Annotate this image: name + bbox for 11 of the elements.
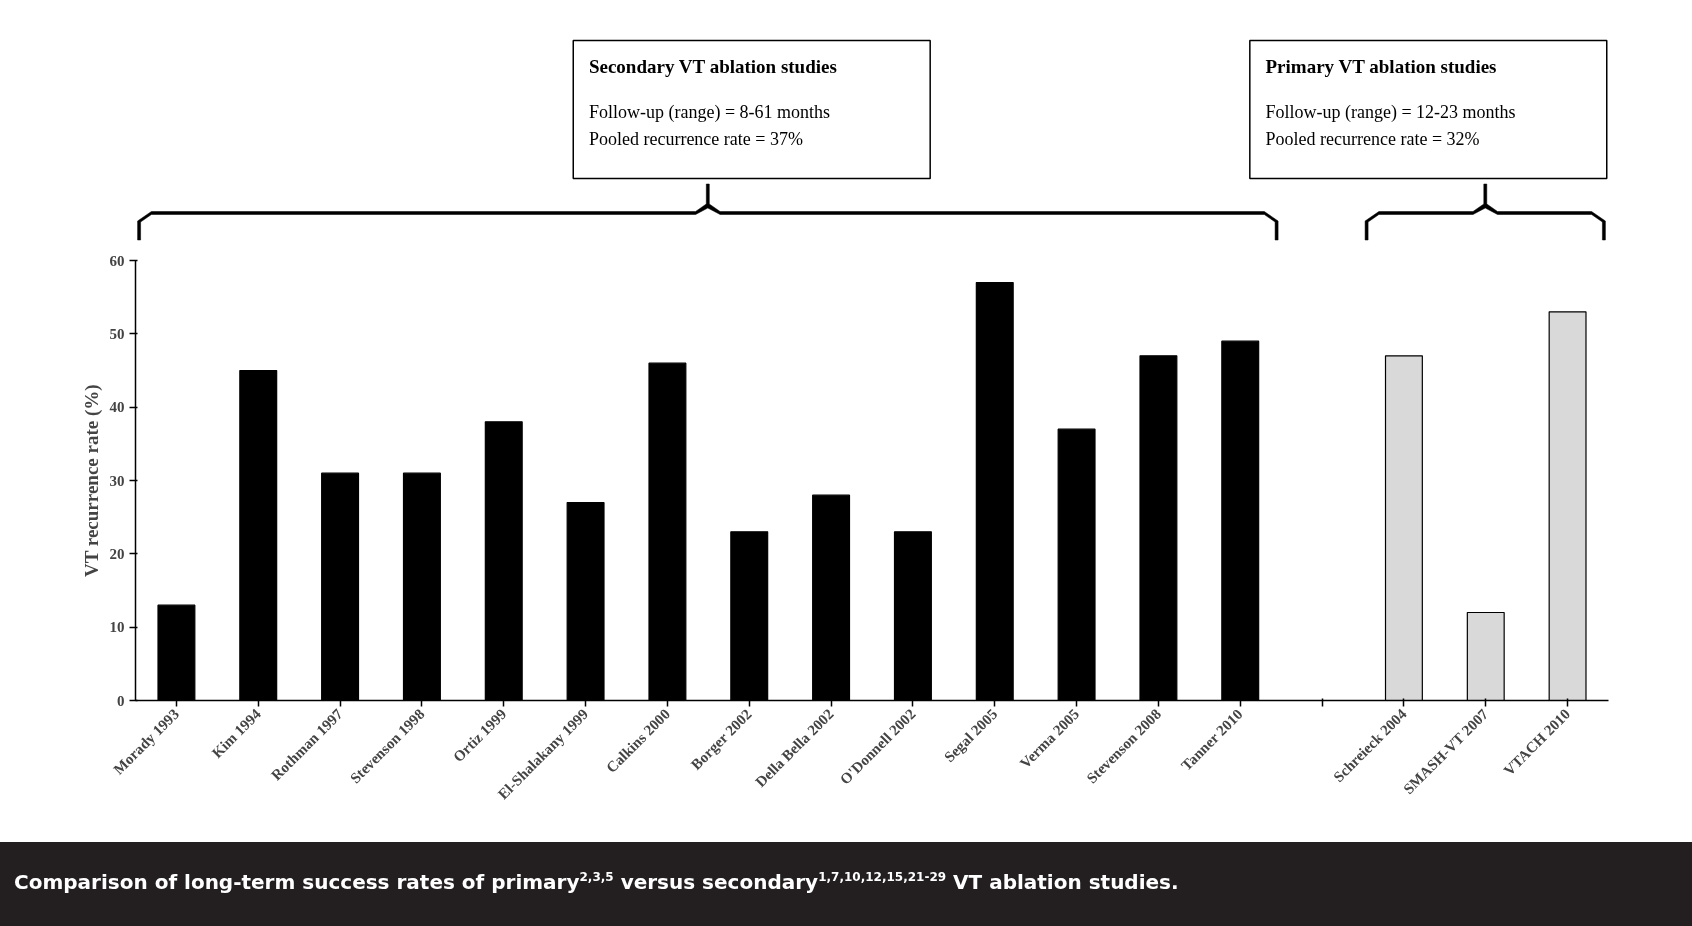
y-tick-label: 50 bbox=[109, 325, 125, 342]
y-axis-title: VT recurrence rate (%) bbox=[80, 384, 103, 577]
text: Primary VT ablation studies Follow-up (range) = 12-23 months Pooled recurrence rate = 32% bbox=[1265, 56, 1516, 149]
y-tick-label: 60 bbox=[109, 252, 125, 269]
text: Comparison of long-term success rates of primary$^{2,3,5}$ versus secondary$^{1,7,10,12,15,21-29}$ VT ablation studies. bbox=[14, 869, 1179, 896]
y-tick-label: 10 bbox=[109, 619, 125, 636]
text: Secondary VT ablation studies Follow-up (range) = 8-61 months Pooled recurrence rate = 37% bbox=[588, 56, 837, 149]
y-tick-label: 20 bbox=[109, 545, 125, 562]
y-tick-label: 30 bbox=[109, 472, 125, 489]
y-tick-label: 40 bbox=[109, 399, 125, 416]
y-tick-label: 0 bbox=[117, 692, 125, 709]
